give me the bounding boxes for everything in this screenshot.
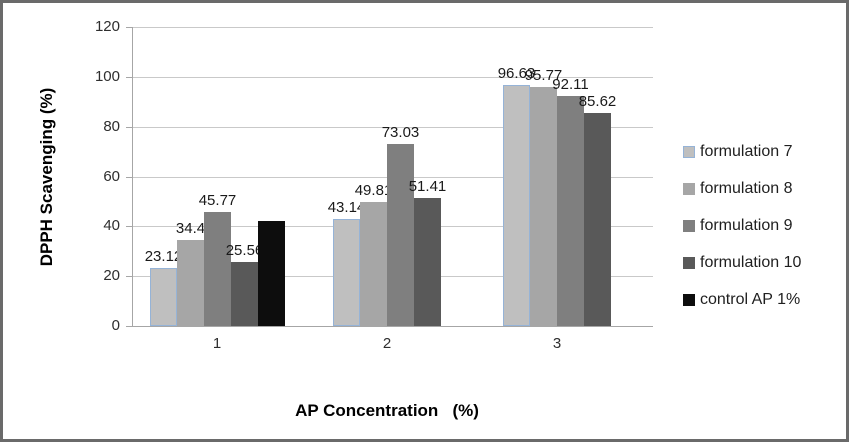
bar-label: 34.4 <box>175 220 206 237</box>
legend-item-formulation-8: formulation 8 <box>683 170 801 207</box>
bar-label: 95.77 <box>524 67 563 84</box>
y-tick-label: 40 <box>103 217 120 234</box>
bar-label: 92.11 <box>552 76 589 93</box>
bar-formulation-7-cat-3 <box>503 85 530 326</box>
y-tick-mark <box>126 177 132 178</box>
y-tick-label: 80 <box>103 118 120 135</box>
y-tick-mark <box>126 27 132 28</box>
legend-label: formulation 9 <box>700 216 793 234</box>
legend: formulation 7 formulation 8 formulation 9 f… <box>683 133 801 318</box>
bar-label: 45.77 <box>198 192 237 209</box>
gridline <box>132 127 653 128</box>
legend-item-formulation-9: formulation 9 <box>683 207 801 244</box>
legend-item-formulation-10: formulation 10 <box>683 244 801 281</box>
bar-formulation-8-cat-1 <box>177 240 204 326</box>
legend-swatch-icon <box>683 219 695 232</box>
legend-label: control AP 1% <box>700 290 801 308</box>
legend-item-control-AP-1%: control AP 1% <box>683 281 801 318</box>
y-tick-mark <box>126 77 132 78</box>
legend-swatch-icon <box>683 182 695 195</box>
bar-label: 96.63 <box>497 65 536 82</box>
bar-formulation-10-cat-3 <box>584 113 611 326</box>
bar-label: 73.03 <box>381 124 420 141</box>
gridline <box>132 27 653 28</box>
bar-label: 43.14 <box>327 199 366 216</box>
legend-label: formulation 7 <box>700 142 793 160</box>
legend-label: formulation 8 <box>700 179 793 197</box>
bar-control-AP-1%-cat-1 <box>258 221 285 326</box>
y-tick-label: 100 <box>94 68 120 85</box>
bar-formulation-9-cat-2 <box>387 144 414 326</box>
y-tick-mark <box>126 127 132 128</box>
bar-formulation-9-cat-3 <box>557 96 584 326</box>
bar-label: 85.62 <box>578 93 617 110</box>
y-tick-label: 20 <box>103 267 120 284</box>
bar-formulation-8-cat-2 <box>360 202 387 326</box>
x-axis-title: AP Concentration (%) <box>295 401 479 420</box>
bar-label: 51.41 <box>408 178 447 195</box>
bar-formulation-7-cat-1 <box>150 268 177 326</box>
bar-formulation-7-cat-2 <box>333 219 360 326</box>
bar-label: 23.12 <box>144 248 183 265</box>
legend-swatch-icon <box>683 293 695 306</box>
y-tick-mark <box>126 276 132 277</box>
y-tick-label: 60 <box>103 168 120 185</box>
legend-label: formulation 10 <box>700 253 802 271</box>
plot-area: 0 20 40 60 80 100 120 23.12 34.4 45.77 25.56 1 43.14… <box>3 3 846 439</box>
bar-label: 49.81 <box>354 182 393 199</box>
x-tick-label: 2 <box>382 335 392 352</box>
gridline <box>132 77 653 78</box>
bar-formulation-8-cat-3 <box>530 87 557 326</box>
x-axis-line <box>126 326 653 327</box>
bar-formulation-10-cat-1 <box>231 262 258 326</box>
y-tick-label: 0 <box>111 317 120 334</box>
legend-item-formulation-7: formulation 7 <box>683 133 801 170</box>
bar-label: 25.56 <box>225 242 264 259</box>
y-tick-mark <box>126 226 132 227</box>
legend-swatch-icon <box>683 145 695 158</box>
y-tick-label: 120 <box>94 18 120 35</box>
x-tick-label: 1 <box>212 335 222 352</box>
y-axis-line <box>132 27 133 327</box>
legend-swatch-icon <box>683 256 695 269</box>
x-tick-label: 3 <box>552 335 562 352</box>
bar-formulation-10-cat-2 <box>414 198 441 326</box>
bar-formulation-9-cat-1 <box>204 212 231 326</box>
